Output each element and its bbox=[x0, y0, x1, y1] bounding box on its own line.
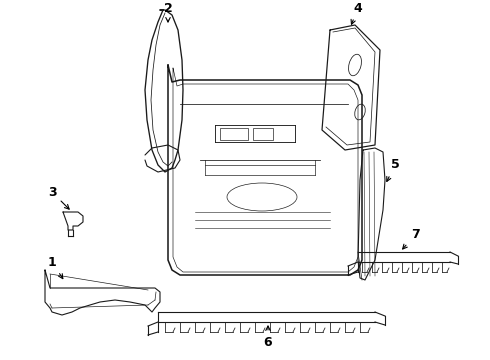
Text: 7: 7 bbox=[403, 229, 419, 249]
Bar bbox=[220, 128, 248, 140]
Text: 2: 2 bbox=[164, 1, 172, 22]
Text: 5: 5 bbox=[387, 158, 399, 181]
Text: 6: 6 bbox=[264, 326, 272, 348]
Text: 1: 1 bbox=[48, 256, 63, 279]
Text: 3: 3 bbox=[48, 185, 69, 209]
Text: 4: 4 bbox=[351, 1, 363, 24]
Bar bbox=[253, 128, 273, 140]
